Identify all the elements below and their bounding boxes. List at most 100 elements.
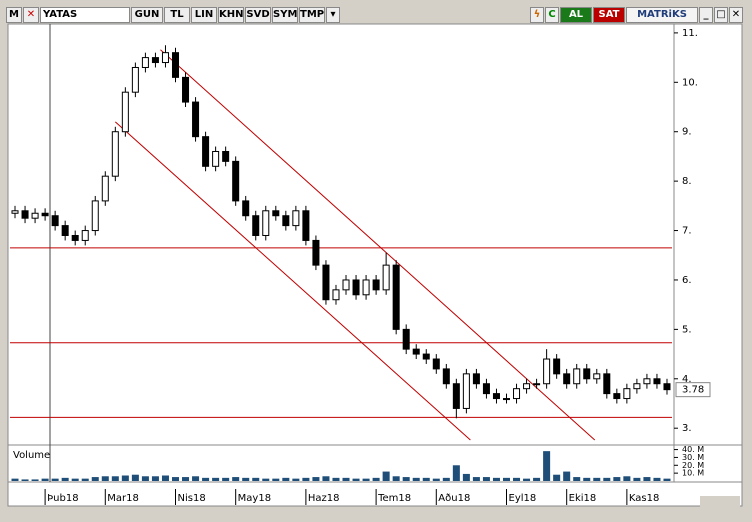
volume-bar bbox=[553, 474, 561, 481]
volume-bar bbox=[472, 477, 480, 481]
candle-body bbox=[312, 239, 320, 266]
y-tick-label: 5. bbox=[682, 324, 692, 335]
logo: M bbox=[6, 7, 22, 23]
volume-bar bbox=[392, 476, 400, 481]
min-button[interactable]: _ bbox=[699, 7, 713, 23]
volume-bar bbox=[663, 478, 671, 481]
volume-bar bbox=[643, 477, 651, 481]
flash-button[interactable]: ϟ bbox=[530, 7, 544, 23]
volume-bar bbox=[633, 477, 641, 481]
volume-bar bbox=[513, 477, 521, 481]
toolbar: M ✕ YATAS GUN TL LIN KHN SVD SYM TMP ▾ ϟ C AL … bbox=[6, 7, 744, 23]
candle-body bbox=[212, 150, 220, 167]
symbol-box[interactable]: YATAS bbox=[40, 7, 130, 23]
volume-bar bbox=[563, 471, 571, 481]
x-tick-label: Eyl18 bbox=[509, 493, 537, 504]
candle-body bbox=[21, 210, 29, 219]
candle-body bbox=[81, 230, 89, 241]
candle-body bbox=[71, 234, 79, 241]
candle-body bbox=[161, 52, 169, 64]
last-price-box bbox=[675, 382, 711, 398]
x-tick-label: Haz18 bbox=[308, 493, 340, 504]
volume-bar bbox=[502, 477, 511, 481]
dropdown[interactable]: ▾ bbox=[326, 7, 340, 23]
volume-bar bbox=[412, 477, 420, 481]
volume-bar bbox=[452, 465, 460, 481]
toolbar-button[interactable]: GUN bbox=[131, 7, 163, 23]
volume-bar bbox=[382, 471, 390, 481]
x-tick-label: Mar18 bbox=[107, 493, 139, 504]
y-tick-label: 4. bbox=[682, 374, 692, 385]
toolbar-button[interactable]: TMP bbox=[299, 7, 325, 23]
volume-bar bbox=[232, 477, 240, 481]
candle-body bbox=[573, 368, 581, 385]
candle-body bbox=[91, 200, 99, 232]
volume-bar bbox=[101, 476, 109, 481]
candle-body bbox=[442, 368, 450, 385]
candle-body bbox=[412, 348, 420, 355]
candle-body bbox=[452, 383, 460, 409]
volume-bar bbox=[372, 477, 380, 481]
scroll-icon[interactable] bbox=[700, 496, 740, 516]
candle-body bbox=[352, 279, 360, 296]
y-tick-label: 8. bbox=[682, 176, 692, 187]
candle-body bbox=[543, 358, 551, 385]
candle-body bbox=[131, 66, 139, 93]
volume-bar bbox=[111, 476, 119, 481]
button-group: GUN TL LIN KHN SVD SYM TMP bbox=[131, 7, 326, 23]
buy-button[interactable]: AL bbox=[560, 7, 592, 23]
candle-body bbox=[372, 279, 380, 291]
volume-bar bbox=[242, 477, 250, 481]
volume-bar bbox=[402, 477, 410, 481]
candle-body bbox=[563, 373, 571, 385]
x-tick-label: May18 bbox=[238, 493, 271, 504]
volume-bar bbox=[121, 475, 129, 481]
volume-bar bbox=[322, 476, 330, 481]
y-tick-label: 3. bbox=[682, 423, 692, 434]
sell-button[interactable]: SAT bbox=[593, 7, 625, 23]
volume-bar bbox=[352, 478, 360, 481]
y-tick-label: 10. M bbox=[682, 469, 704, 478]
volume-bar bbox=[11, 478, 19, 481]
toolbar-button[interactable]: SYM bbox=[272, 7, 298, 23]
volume-bar bbox=[272, 478, 280, 481]
candle-body bbox=[422, 353, 430, 360]
y-tick-label: 6. bbox=[682, 275, 692, 286]
candle-body bbox=[513, 388, 521, 400]
x-tick-label: Aðu18 bbox=[438, 493, 470, 504]
candle-body bbox=[462, 373, 470, 409]
candle-body bbox=[523, 383, 531, 390]
candle-body bbox=[362, 279, 370, 296]
volume-bar bbox=[61, 477, 69, 481]
volume-title: Volume bbox=[13, 450, 50, 461]
candle-body bbox=[151, 57, 159, 64]
close-window[interactable]: ✕ bbox=[729, 7, 743, 23]
volume-bar bbox=[202, 477, 210, 481]
volume-bar bbox=[492, 477, 500, 481]
volume-bar bbox=[422, 477, 430, 481]
candle-body bbox=[121, 91, 129, 133]
candle-body bbox=[11, 210, 19, 214]
volume-bar bbox=[523, 478, 531, 481]
y-tick-label: 7. bbox=[682, 226, 692, 237]
volume-bar bbox=[91, 477, 99, 481]
close-button[interactable]: ✕ bbox=[23, 7, 39, 23]
volume-bar bbox=[432, 478, 440, 481]
toolbar-button[interactable]: KHN bbox=[218, 7, 244, 23]
y-tick-label: 11. bbox=[682, 28, 698, 39]
volume-bar bbox=[21, 479, 29, 481]
x-tick-label: Tem18 bbox=[377, 493, 411, 504]
refresh-button[interactable]: C bbox=[545, 7, 559, 23]
max-button[interactable]: □ bbox=[714, 7, 728, 23]
volume-bar bbox=[81, 478, 89, 481]
volume-bar bbox=[342, 477, 350, 481]
volume-bar bbox=[192, 476, 200, 481]
candle-body bbox=[502, 398, 511, 401]
toolbar-button[interactable]: SVD bbox=[245, 7, 271, 23]
toolbar-button[interactable]: LIN bbox=[191, 7, 217, 23]
toolbar-button[interactable]: TL bbox=[164, 7, 190, 23]
volume-bar bbox=[282, 477, 290, 481]
volume-bar bbox=[212, 477, 220, 481]
volume-bar bbox=[161, 475, 169, 481]
volume-bar bbox=[312, 477, 320, 481]
